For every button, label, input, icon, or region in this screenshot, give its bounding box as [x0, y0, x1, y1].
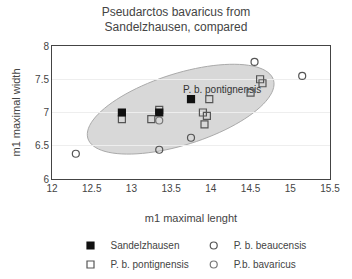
svg-text:15.5: 15.5	[320, 183, 340, 194]
svg-text:P. b. beaucensis: P. b. beaucensis	[234, 240, 307, 251]
svg-text:6.5: 6.5	[35, 140, 49, 151]
svg-text:15: 15	[285, 183, 297, 194]
svg-text:Pseudarctos bavaricus fromSand: Pseudarctos bavaricus fromSandelzhausen,…	[102, 5, 251, 35]
svg-text:6: 6	[43, 174, 49, 185]
svg-text:7.5: 7.5	[35, 74, 49, 85]
svg-text:8: 8	[43, 41, 49, 52]
svg-text:m1 maximal width: m1 maximal width	[10, 68, 22, 156]
svg-text:12: 12	[46, 183, 58, 194]
svg-text:13: 13	[126, 183, 138, 194]
svg-text:14: 14	[205, 183, 217, 194]
svg-text:12.5: 12.5	[82, 183, 102, 194]
svg-text:P.b. bavaricus: P.b. bavaricus	[234, 259, 296, 270]
svg-text:14.5: 14.5	[241, 183, 261, 194]
svg-text:m1 maximal lenght: m1 maximal lenght	[145, 212, 237, 224]
svg-text:7: 7	[43, 107, 49, 118]
svg-text:P. b. pontignensis: P. b. pontignensis	[111, 259, 189, 270]
svg-text:13.5: 13.5	[161, 183, 181, 194]
svg-text:Sandelzhausen: Sandelzhausen	[111, 240, 180, 251]
svg-text:P. b. pontignensis: P. b. pontignensis	[183, 84, 261, 95]
